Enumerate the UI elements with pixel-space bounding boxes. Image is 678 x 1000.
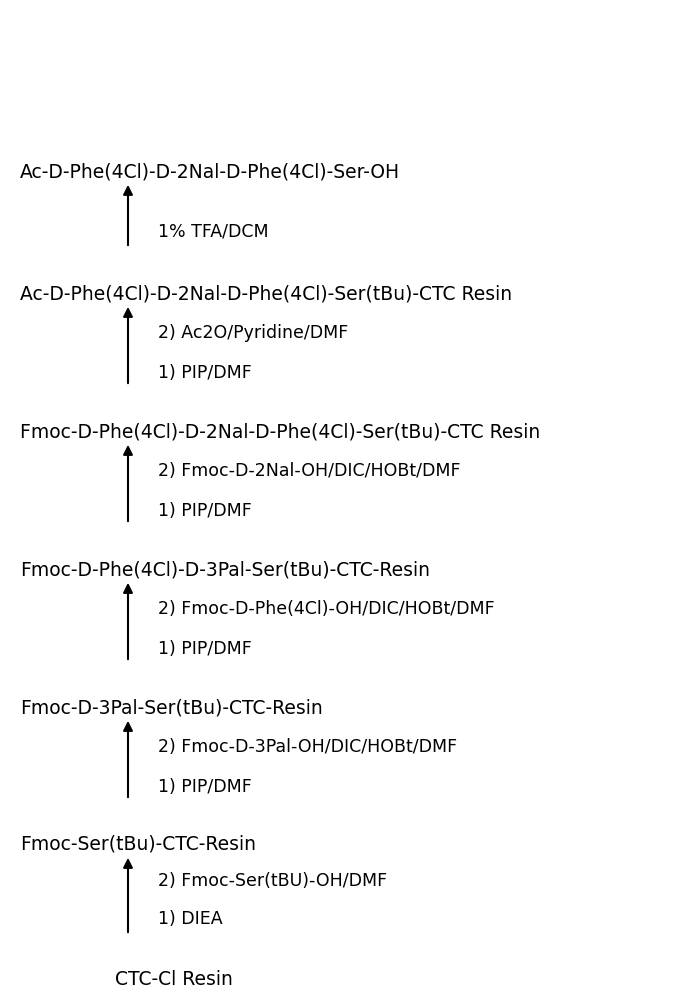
Text: 2) Fmoc-D-3Pal-OH/DIC/HOBt/DMF: 2) Fmoc-D-3Pal-OH/DIC/HOBt/DMF <box>158 738 457 756</box>
Text: 1) PIP/DMF: 1) PIP/DMF <box>158 502 252 520</box>
Text: 1) DIEA: 1) DIEA <box>158 910 222 928</box>
Text: Fmoc-D-3Pal-Ser(tBu)-CTC-Resin: Fmoc-D-3Pal-Ser(tBu)-CTC-Resin <box>20 698 323 717</box>
Text: 1) PIP/DMF: 1) PIP/DMF <box>158 640 252 658</box>
Text: Fmoc-D-Phe(4Cl)-D-2Nal-D-Phe(4Cl)-Ser(tBu)-CTC Resin: Fmoc-D-Phe(4Cl)-D-2Nal-D-Phe(4Cl)-Ser(tB… <box>20 422 540 441</box>
Text: Fmoc-D-Phe(4Cl)-D-3Pal-Ser(tBu)-CTC-Resin: Fmoc-D-Phe(4Cl)-D-3Pal-Ser(tBu)-CTC-Resi… <box>20 560 430 579</box>
Text: 1) PIP/DMF: 1) PIP/DMF <box>158 364 252 382</box>
Text: Fmoc-Ser(tBu)-CTC-Resin: Fmoc-Ser(tBu)-CTC-Resin <box>20 835 256 854</box>
Text: 2) Fmoc-D-2Nal-OH/DIC/HOBt/DMF: 2) Fmoc-D-2Nal-OH/DIC/HOBt/DMF <box>158 462 460 480</box>
Text: 2) Fmoc-Ser(tBU)-OH/DMF: 2) Fmoc-Ser(tBU)-OH/DMF <box>158 872 387 890</box>
Text: 1) PIP/DMF: 1) PIP/DMF <box>158 778 252 796</box>
Text: Ac-D-Phe(4Cl)-D-2Nal-D-Phe(4Cl)-Ser(tBu)-CTC Resin: Ac-D-Phe(4Cl)-D-2Nal-D-Phe(4Cl)-Ser(tBu)… <box>20 284 512 303</box>
Text: 1% TFA/DCM: 1% TFA/DCM <box>158 222 268 240</box>
Text: 2) Ac2O/Pyridine/DMF: 2) Ac2O/Pyridine/DMF <box>158 324 348 342</box>
Text: CTC-Cl Resin: CTC-Cl Resin <box>115 970 233 989</box>
Text: Ac-D-Phe(4Cl)-D-2Nal-D-Phe(4Cl)-Ser-OH: Ac-D-Phe(4Cl)-D-2Nal-D-Phe(4Cl)-Ser-OH <box>20 162 400 181</box>
Text: 2) Fmoc-D-Phe(4Cl)-OH/DIC/HOBt/DMF: 2) Fmoc-D-Phe(4Cl)-OH/DIC/HOBt/DMF <box>158 600 495 618</box>
